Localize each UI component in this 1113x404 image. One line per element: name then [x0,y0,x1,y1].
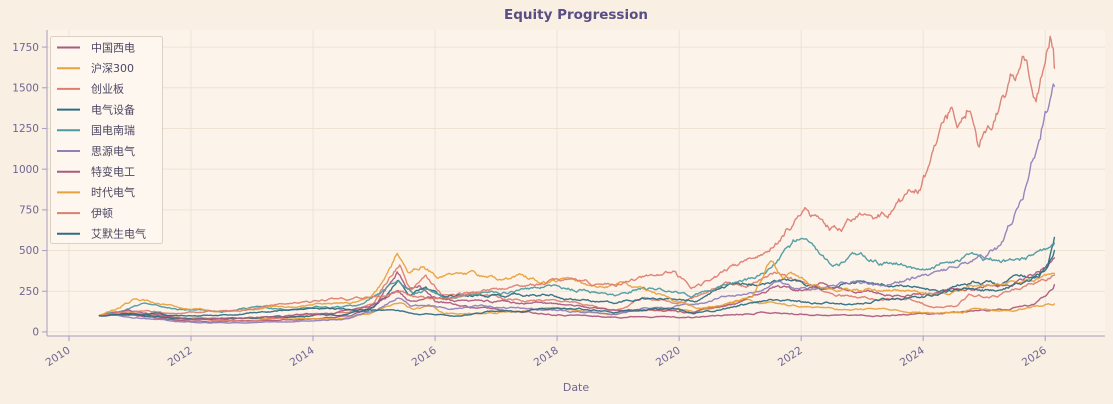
y-tick-label: 750 [19,205,39,217]
series-line-4 [98,237,1056,317]
series-line-9 [98,249,1056,317]
y-tick-label: 1750 [12,42,39,54]
legend-label-9: 艾默生电气 [91,227,146,241]
series-lines [98,35,1056,324]
plot-area [47,30,1105,336]
y-tick-label: 1500 [12,82,39,94]
y-tick-label: 1250 [12,123,39,135]
legend-label-7: 时代电气 [91,185,135,199]
legend-label-5: 思源电气 [91,144,135,158]
legend-label-0: 中国西电 [91,41,135,54]
gridlines [47,30,1105,336]
x-axis-label: Date [563,381,590,394]
y-tick-label: 250 [19,286,39,298]
chart-title: Equity Progression [504,7,648,23]
legend-label-1: 沪深300 [91,61,134,75]
y-tick-label: 500 [19,245,39,257]
series-line-5 [98,83,1056,324]
legend-label-4: 国电南瑞 [91,123,135,137]
legend-label-2: 创业板 [91,82,124,96]
series-line-6 [98,257,1056,321]
legend-label-8: 伊顿 [91,206,113,220]
legend-label-6: 特变电工 [91,165,135,179]
y-tick-label: 1000 [12,164,39,176]
legend-label-3: 电气设备 [91,102,135,116]
series-line-1 [98,298,1056,320]
series-line-8 [98,35,1056,317]
y-tick-label: 0 [32,327,39,339]
